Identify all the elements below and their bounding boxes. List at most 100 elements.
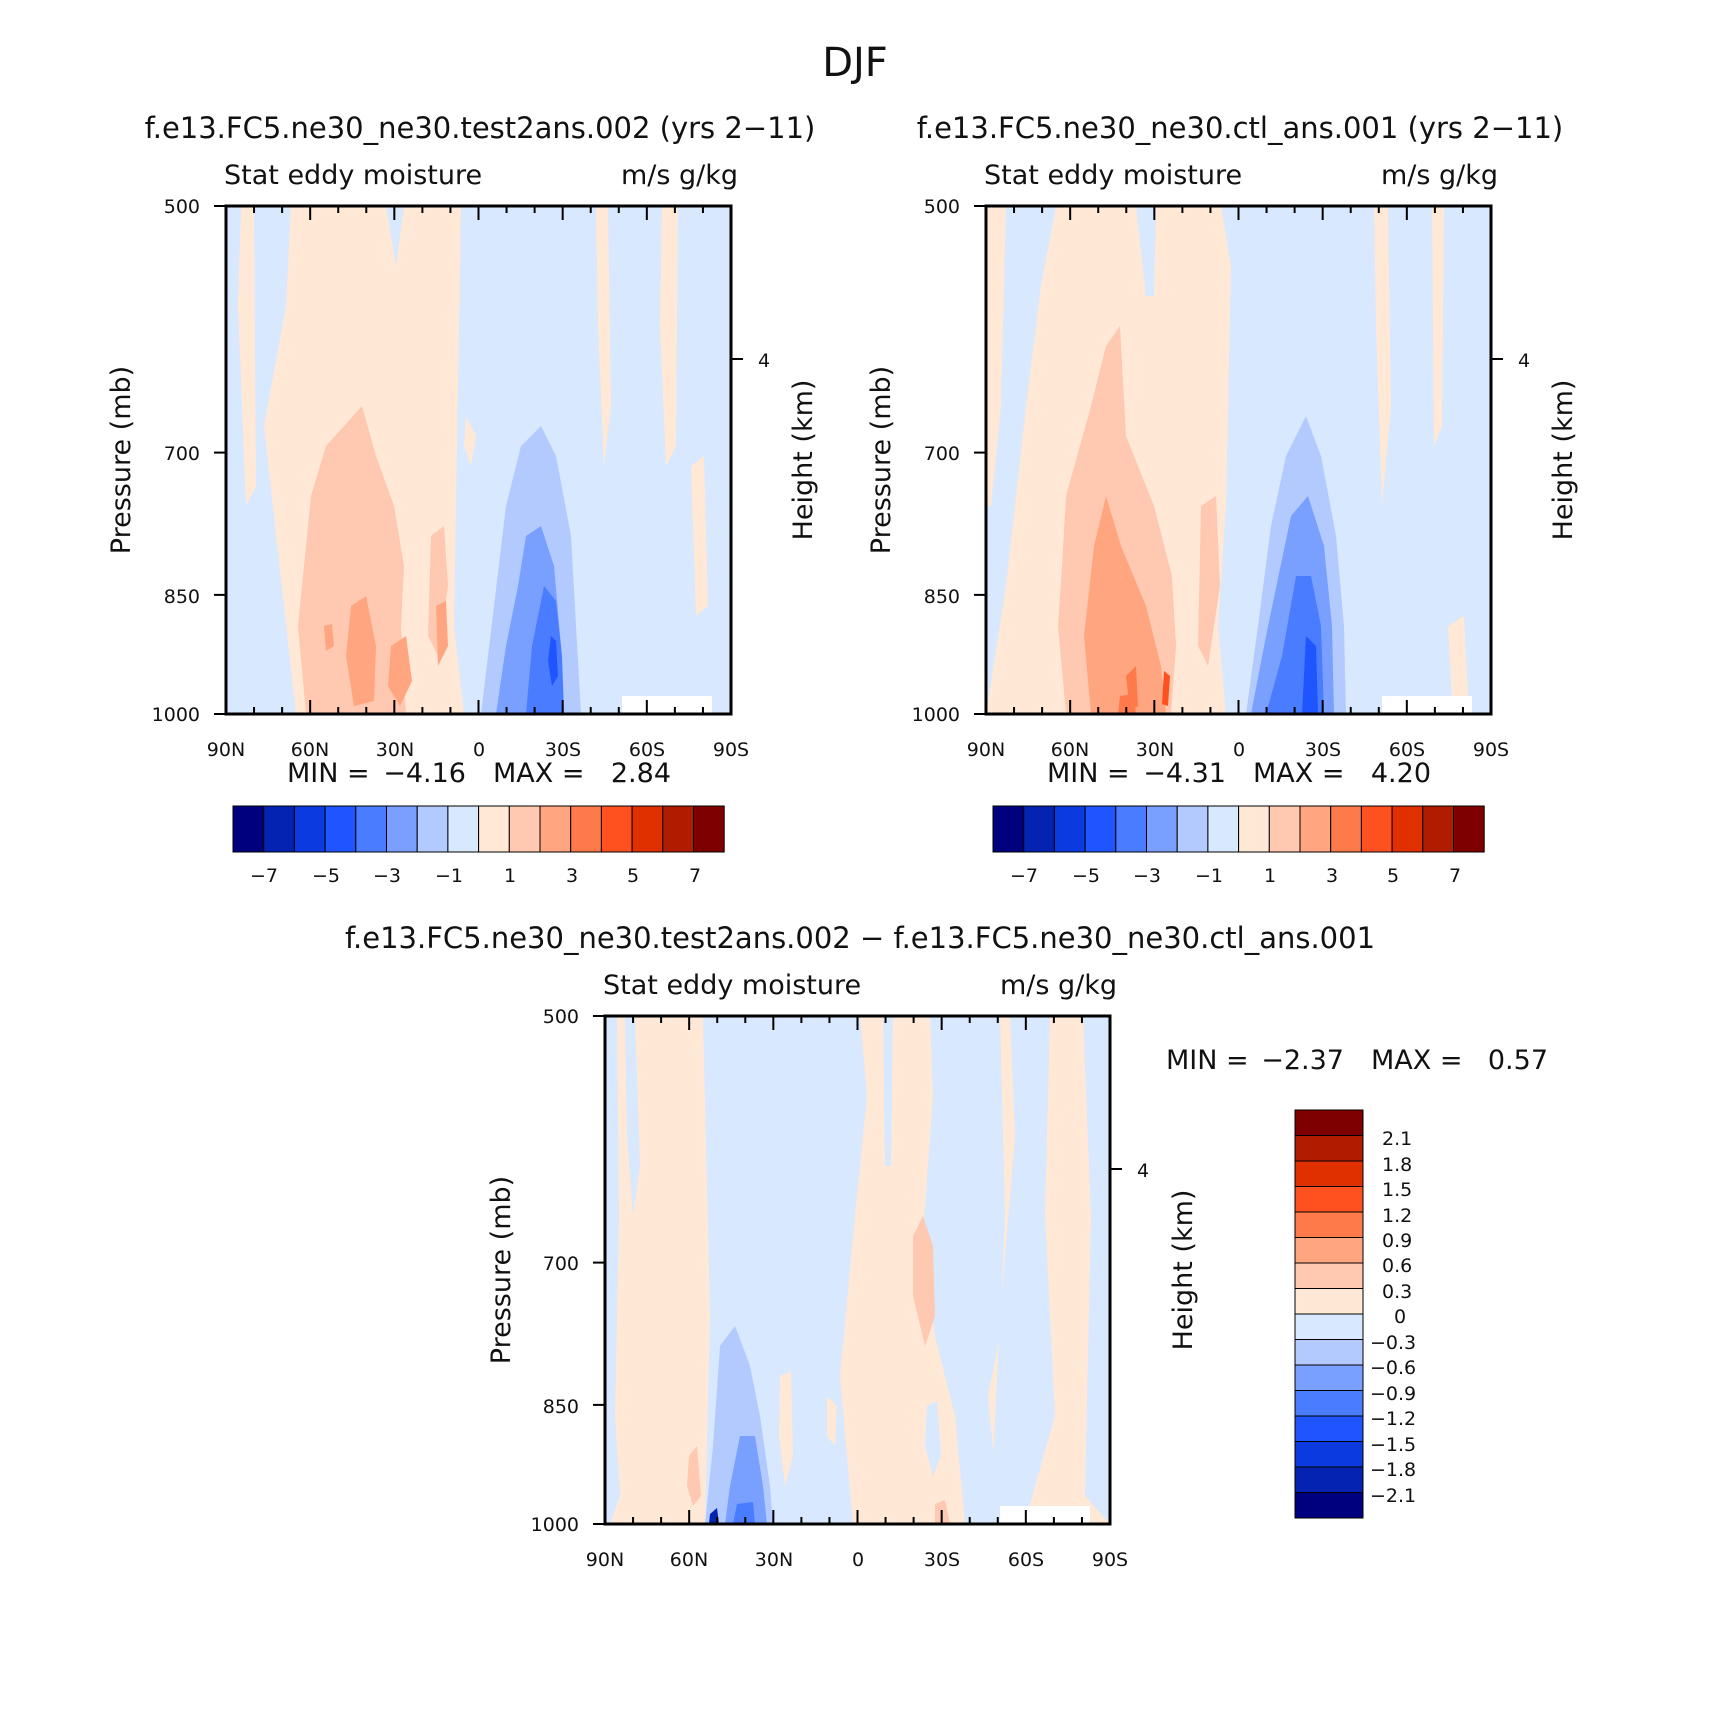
- panel-1-ylabel-right: Height (km): [788, 380, 819, 541]
- panel-2-cbar-tick: −7: [1010, 865, 1038, 887]
- panel-1-height-tick: 4: [758, 350, 770, 372]
- panel-1-cbar-tick: 1: [504, 865, 516, 887]
- panel-2-xtick-30s: 30S: [1305, 739, 1341, 761]
- panel-3-ytick-1000: 1000: [531, 1514, 579, 1536]
- panel-3-ytick-700: 700: [543, 1253, 579, 1275]
- panel-1-cbar-tick: −3: [373, 865, 401, 887]
- panel-1-ylabel: Pressure (mb): [106, 366, 137, 554]
- panel-1-min-label: MIN =: [287, 758, 370, 789]
- panel-2-min-label: MIN =: [1047, 758, 1130, 789]
- panel-2-cbar-tick: 1: [1264, 865, 1276, 887]
- panel-2-cbar-tick: −1: [1195, 865, 1223, 887]
- panel-3-min-value: −2.37: [1261, 1045, 1344, 1076]
- panel-1-cbar-tick: 7: [689, 865, 701, 887]
- colorbar-swatch: [478, 805, 510, 853]
- panel-2-xtick-90s: 90S: [1473, 739, 1509, 761]
- panel-2-xtick-0: 0: [1233, 739, 1245, 761]
- panel-1-cbar-tick: 3: [566, 865, 578, 887]
- panel-3-xticks: [593, 1015, 1122, 1525]
- colorbar-swatch: [355, 805, 388, 853]
- panel-1-xtick-labels: 90N 60N 30N 0 30S 60S 90S: [207, 739, 749, 761]
- colorbar-swatch: [1294, 1390, 1364, 1417]
- panel-1-cbar-tick: −5: [312, 865, 340, 887]
- colorbar-swatch: [1294, 1313, 1364, 1340]
- colorbar-swatch: [1115, 805, 1148, 853]
- colorbar-swatch: [631, 805, 664, 853]
- panel-1-ytick-1000: 1000: [152, 704, 200, 726]
- panel-1-xtick-90n: 90N: [207, 739, 245, 761]
- colorbar-swatch: [293, 805, 326, 853]
- colorbar-swatch: [992, 805, 1025, 853]
- colorbar-swatch: [416, 805, 449, 853]
- panel-1-left-label: Stat eddy moisture: [224, 160, 482, 191]
- panel-2-max-value: 4.20: [1371, 758, 1431, 789]
- panel-3-min-label: MIN =: [1166, 1045, 1249, 1076]
- figure-title: DJF: [822, 40, 888, 86]
- panel-2-height-tick: 4: [1518, 350, 1530, 372]
- panel-3-ytick-500: 500: [543, 1006, 579, 1028]
- panel-2-ylabel-right: Height (km): [1548, 380, 1579, 541]
- panel-3-max-value: 0.57: [1488, 1045, 1548, 1076]
- panel-3-right-label: m/s g/kg: [1000, 970, 1117, 1001]
- panel-3-cbar-tick: 0: [1394, 1306, 1406, 1328]
- colorbar-swatch: [1453, 805, 1485, 853]
- colorbar-swatch: [539, 805, 572, 853]
- colorbar-swatch: [1422, 805, 1454, 853]
- panel-3-cbar-tick: 2.1: [1382, 1128, 1412, 1150]
- panel-3-ylabel: Pressure (mb): [486, 1176, 517, 1364]
- colorbar-swatch: [1146, 805, 1178, 853]
- panel-1-xtick-30s: 30S: [545, 739, 581, 761]
- panel-1-ytick-700: 700: [164, 443, 200, 465]
- panel-3-xtick-60n: 60N: [670, 1549, 708, 1571]
- panel-3-height-tick: 4: [1137, 1160, 1149, 1182]
- colorbar-swatch: [1294, 1466, 1364, 1493]
- colorbar-swatch: [662, 805, 694, 853]
- panel-2-colorbar-labels: −7 −5 −3 −1 1 3 5 7: [1010, 865, 1461, 887]
- panel-1-ytick-850: 850: [164, 586, 200, 608]
- colorbar-swatch: [1294, 1364, 1364, 1391]
- panel-3: f.e13.FC5.ne30_ne30.test2ans.002 − f.e13…: [345, 921, 1548, 1571]
- panel-1: f.e13.FC5.ne30_ne30.test2ans.002 (yrs 2−…: [106, 111, 819, 887]
- colorbar-swatch: [1294, 1262, 1364, 1289]
- panel-3-title: f.e13.FC5.ne30_ne30.test2ans.002 − f.e13…: [345, 921, 1375, 955]
- panel-2-xtick-60n: 60N: [1051, 739, 1089, 761]
- panel-3-cbar-tick: 1.8: [1382, 1154, 1412, 1176]
- colorbar-swatch: [1268, 805, 1301, 853]
- panel-3-xtick-labels: 90N 60N 30N 0 30S 60S 90S: [586, 1549, 1128, 1571]
- panel-3-cbar-tick: −1.2: [1370, 1408, 1416, 1430]
- panel-2-left-label: Stat eddy moisture: [984, 160, 1242, 191]
- panel-3-xtick-90s: 90S: [1092, 1549, 1128, 1571]
- panel-2-ytick-1000: 1000: [912, 704, 960, 726]
- colorbar-swatch: [1294, 1109, 1364, 1136]
- colorbar-swatch: [1360, 805, 1393, 853]
- colorbar-swatch: [1294, 1492, 1364, 1519]
- colorbar-swatch: [570, 805, 602, 853]
- panel-3-colorbar: [1294, 1109, 1364, 1519]
- panel-2-xtick-labels: 90N 60N 30N 0 30S 60S 90S: [967, 739, 1509, 761]
- colorbar-swatch: [324, 805, 357, 853]
- panel-1-xtick-90s: 90S: [713, 739, 749, 761]
- panel-1-cbar-tick: −7: [250, 865, 278, 887]
- panel-1-xtick-0: 0: [473, 739, 485, 761]
- colorbar-swatch: [1294, 1441, 1364, 1468]
- panel-3-cbar-tick: −1.5: [1370, 1434, 1416, 1456]
- panel-2-cbar-tick: −3: [1133, 865, 1161, 887]
- panel-3-colorbar-labels: 2.1 1.8 1.5 1.2 0.9 0.6 0.3 0 −0.3 −0.6 …: [1370, 1128, 1416, 1507]
- panel-3-plot-area: [593, 1014, 1122, 1526]
- colorbar-swatch: [1330, 805, 1362, 853]
- panel-3-cbar-tick: 0.9: [1382, 1230, 1412, 1252]
- panel-1-xtick-60n: 60N: [291, 739, 329, 761]
- panel-3-contours: [605, 1016, 1110, 1524]
- panel-1-xtick-30n: 30N: [376, 739, 414, 761]
- panel-1-xticks: [214, 205, 743, 715]
- panel-3-cbar-tick: 0.3: [1382, 1281, 1412, 1303]
- panel-2-colorbar: [992, 805, 1485, 853]
- colorbar-swatch: [1084, 805, 1117, 853]
- panel-1-cbar-tick: −1: [435, 865, 463, 887]
- panel-1-max-label: MAX =: [493, 758, 584, 789]
- panel-2-title: f.e13.FC5.ne30_ne30.ctl_ans.001 (yrs 2−1…: [917, 111, 1563, 145]
- colorbar-swatch: [386, 805, 418, 853]
- colorbar-swatch: [1294, 1237, 1364, 1264]
- panel-3-xtick-30s: 30S: [924, 1549, 960, 1571]
- colorbar-swatch: [508, 805, 541, 853]
